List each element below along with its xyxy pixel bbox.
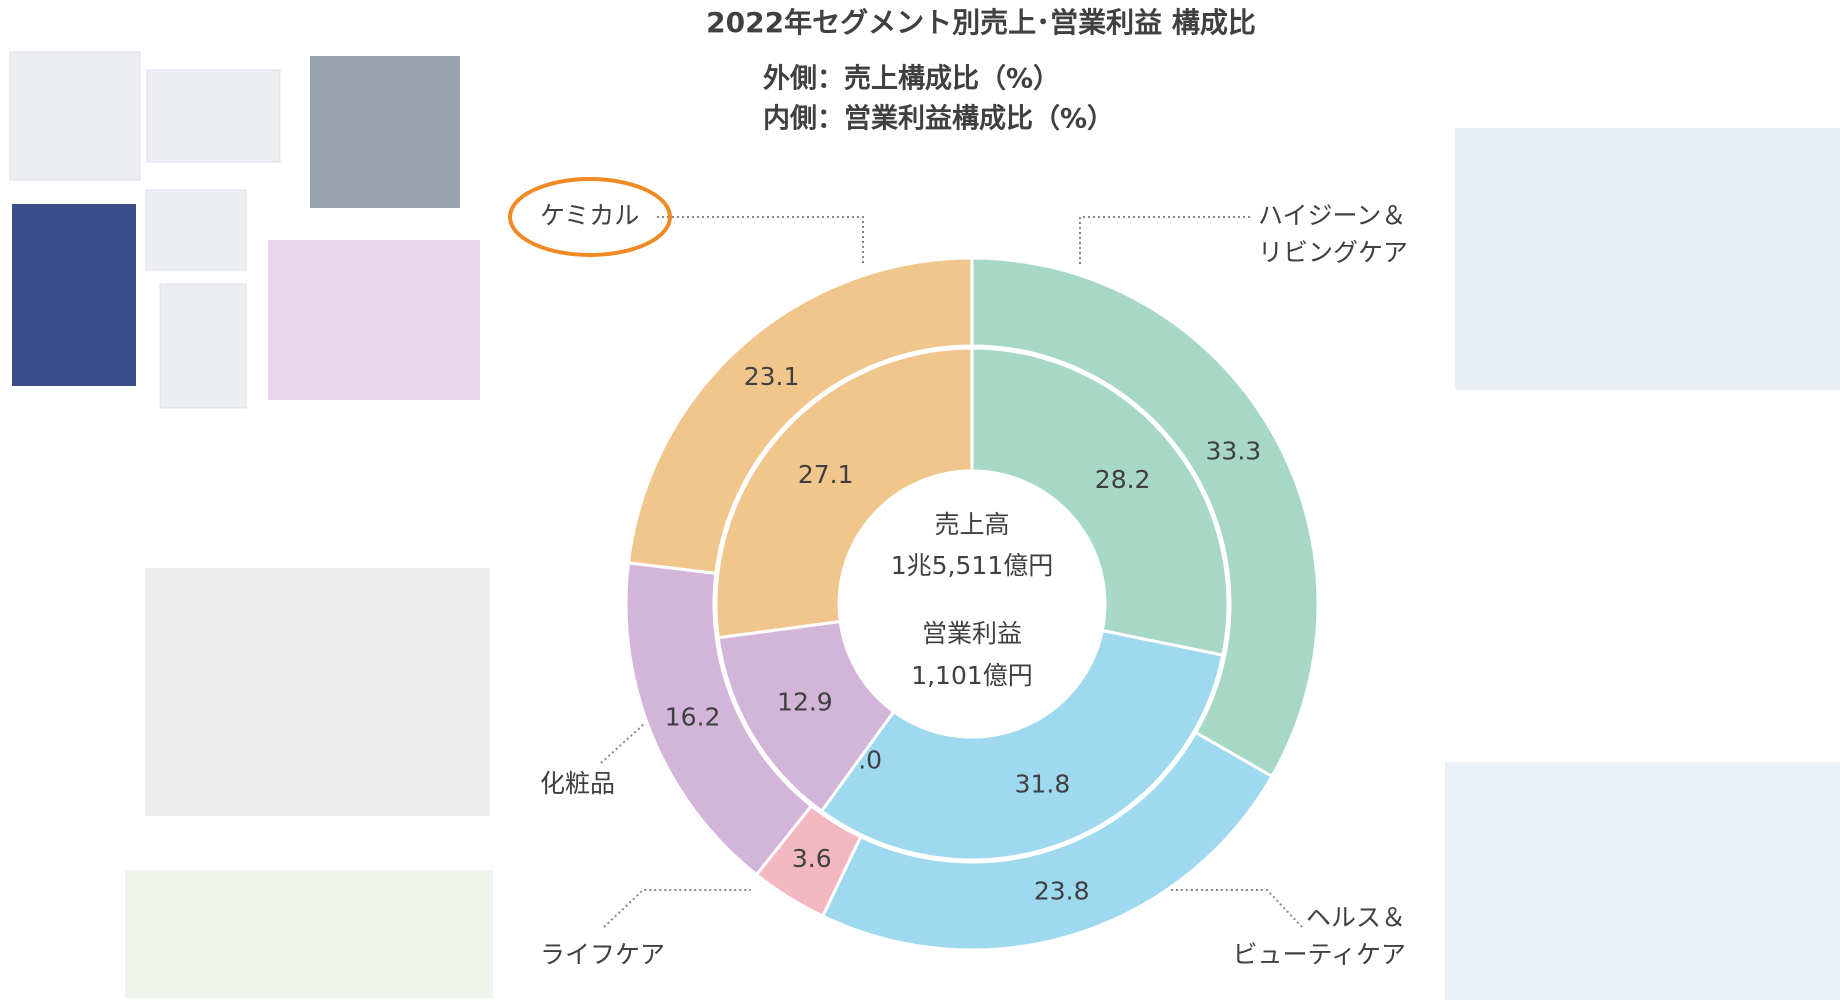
- leader-line: [603, 889, 751, 928]
- category-label: リビングケア: [1258, 238, 1408, 267]
- value-label: 23.1: [744, 362, 800, 391]
- highlight-ellipse: [508, 177, 672, 257]
- chart-title: 2022年セグメント別売上･営業利益 構成比: [706, 6, 1256, 39]
- value-label: 3.6: [792, 844, 832, 873]
- value-label: 31.8: [1015, 769, 1071, 798]
- value-label: 16.2: [665, 703, 721, 732]
- value-label: 33.3: [1206, 437, 1262, 466]
- value-label: 28.2: [1095, 465, 1151, 494]
- donut-segment: [970, 256, 1320, 779]
- product-photo: [12, 204, 136, 386]
- legend-entry: 内側：営業利益構成比（%）: [763, 103, 1114, 135]
- center-label: 1兆5,511億円: [891, 551, 1053, 580]
- product-photos: [9, 51, 1840, 1000]
- leader-line: [1079, 216, 1250, 264]
- product-photo: [125, 870, 493, 998]
- donut-segment: [819, 628, 1225, 862]
- leader-line: [657, 216, 864, 264]
- value-label: 23.8: [1034, 876, 1090, 905]
- category-label: ライフケア: [540, 940, 665, 969]
- category-label: ハイジーン＆: [1258, 201, 1406, 230]
- product-photo: [159, 283, 247, 409]
- product-photo: [310, 56, 460, 208]
- value-label: 12.9: [777, 688, 833, 717]
- category-label: ビューティケア: [1232, 940, 1406, 969]
- product-photo: [145, 189, 247, 271]
- category-label: ケミカル: [540, 201, 639, 230]
- center-label: 1,101億円: [911, 661, 1033, 690]
- center-label: 売上高: [934, 510, 1009, 539]
- legend-entry: 外側：売上構成比（%）: [763, 64, 1060, 95]
- product-photo: [1445, 762, 1840, 1000]
- leader-line: [1162, 889, 1303, 928]
- donut-segment: [626, 256, 974, 575]
- donut-segment: [714, 346, 974, 640]
- product-photo: [9, 51, 141, 181]
- category-label: 化粧品: [540, 769, 615, 798]
- donut-segment: [970, 346, 1230, 657]
- donut-segment: [820, 730, 1275, 952]
- product-photo: [268, 240, 480, 400]
- product-photo: [1455, 128, 1840, 390]
- center-label: 営業利益: [922, 619, 1022, 648]
- product-photo: [146, 69, 281, 163]
- product-photo: [145, 568, 490, 816]
- value-label: 27.1: [798, 460, 854, 489]
- category-label: ヘルス＆: [1306, 903, 1406, 932]
